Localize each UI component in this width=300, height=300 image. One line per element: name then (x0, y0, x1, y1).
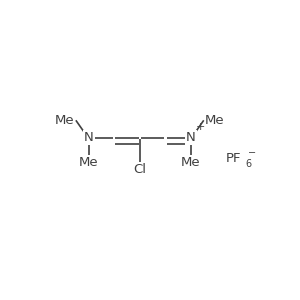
Text: +: + (196, 122, 206, 132)
Text: Cl: Cl (133, 163, 146, 176)
Text: PF: PF (226, 152, 241, 165)
Text: Me: Me (55, 114, 75, 127)
Text: N: N (186, 131, 196, 144)
Text: Me: Me (205, 114, 224, 127)
Text: −: − (248, 148, 256, 158)
Text: Me: Me (181, 156, 201, 169)
Text: Me: Me (79, 156, 98, 169)
Text: N: N (84, 131, 94, 144)
Text: 6: 6 (246, 158, 252, 169)
